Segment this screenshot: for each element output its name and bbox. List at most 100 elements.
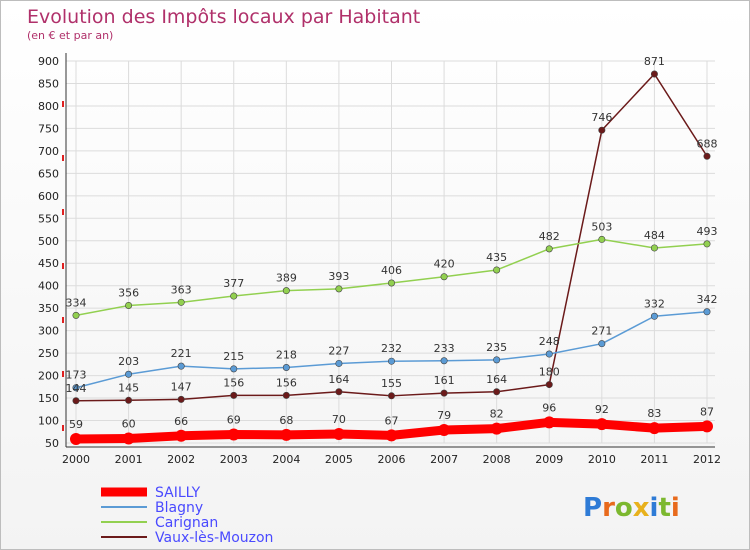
data-label-Vaux-lès-Mouzon-2011: 871 <box>644 55 665 68</box>
data-label-Blagny-2010: 271 <box>591 325 612 338</box>
point-SAILLY-2000 <box>70 432 82 445</box>
data-label-SAILLY-2002: 66 <box>174 415 188 428</box>
y-tick-label-550: 550 <box>38 212 59 225</box>
point-Blagny-2010 <box>598 340 606 348</box>
point-Carignan-2001 <box>125 301 133 309</box>
data-label-SAILLY-2012: 87 <box>700 405 714 418</box>
point-Carignan-2004 <box>282 287 290 295</box>
x-tick-label-2005: 2005 <box>325 453 353 466</box>
point-Blagny-2011 <box>650 312 658 320</box>
data-label-SAILLY-2006: 67 <box>385 414 399 427</box>
data-label-Blagny-2002: 221 <box>171 347 192 360</box>
point-Vaux-lès-Mouzon-2007 <box>440 389 448 397</box>
point-SAILLY-2003 <box>227 428 240 441</box>
point-Vaux-lès-Mouzon-2008 <box>493 388 501 396</box>
x-tick-label-2009: 2009 <box>535 453 563 466</box>
data-label-Vaux-lès-Mouzon-2005: 164 <box>328 373 349 386</box>
data-label-Blagny-2007: 233 <box>434 342 455 355</box>
point-Carignan-2012 <box>703 240 711 248</box>
logo-letter: r <box>602 493 615 523</box>
point-Vaux-lès-Mouzon-2009 <box>545 381 553 389</box>
point-Blagny-2003 <box>230 365 238 373</box>
point-SAILLY-2009 <box>543 416 556 429</box>
data-label-Vaux-lès-Mouzon-2010: 746 <box>591 111 612 124</box>
point-Blagny-2006 <box>387 357 395 365</box>
y-tick-label-200: 200 <box>38 370 59 383</box>
point-Carignan-2006 <box>387 279 395 287</box>
point-Vaux-lès-Mouzon-2000 <box>72 397 80 405</box>
data-label-Vaux-lès-Mouzon-2000: 144 <box>66 382 87 395</box>
x-tick-label-2008: 2008 <box>483 453 511 466</box>
data-label-Vaux-lès-Mouzon-2001: 145 <box>118 381 139 394</box>
point-Vaux-lès-Mouzon-2003 <box>230 391 238 399</box>
data-label-SAILLY-2011: 83 <box>647 407 661 420</box>
x-tick-label-2000: 2000 <box>62 453 90 466</box>
point-Carignan-2011 <box>650 244 658 252</box>
legend-label-Carignan: Carignan <box>155 515 218 531</box>
point-SAILLY-2011 <box>648 422 661 435</box>
point-Vaux-lès-Mouzon-2012 <box>703 152 711 160</box>
point-Vaux-lès-Mouzon-2010 <box>598 126 606 134</box>
axes: 50 100 150 200 250 300 350 400 450 500 550 600 650 70… <box>38 53 721 466</box>
legend-label-Vaux-lès-Mouzon: Vaux-lès-Mouzon <box>155 530 273 546</box>
y-tick-label-100: 100 <box>38 415 59 428</box>
y-tick-label-750: 750 <box>38 122 59 135</box>
data-label-Carignan-2002: 363 <box>171 283 192 296</box>
logo-letter: o <box>615 493 633 523</box>
point-SAILLY-2012 <box>701 420 713 433</box>
data-label-Carignan-2007: 420 <box>434 258 455 271</box>
x-tick-label-2006: 2006 <box>378 453 406 466</box>
data-label-Carignan-2011: 484 <box>644 229 665 242</box>
data-label-Blagny-2006: 232 <box>381 342 402 355</box>
point-Vaux-lès-Mouzon-2006 <box>387 392 395 400</box>
data-label-Vaux-lès-Mouzon-2004: 156 <box>276 376 297 389</box>
data-label-SAILLY-2005: 70 <box>332 413 346 426</box>
point-Blagny-2009 <box>545 350 553 358</box>
y-tick-label-350: 350 <box>38 302 59 315</box>
y-tick-label-850: 850 <box>38 77 59 90</box>
y-tick-label-300: 300 <box>38 325 59 338</box>
data-label-Carignan-2010: 503 <box>591 220 612 233</box>
data-label-Carignan-2003: 377 <box>223 277 244 290</box>
point-SAILLY-2002 <box>175 429 188 442</box>
point-Carignan-2008 <box>493 266 501 274</box>
data-label-SAILLY-2010: 92 <box>595 403 609 416</box>
y-tick-label-250: 250 <box>38 347 59 360</box>
point-Vaux-lès-Mouzon-2011 <box>650 70 658 78</box>
point-Carignan-2005 <box>335 285 343 293</box>
data-label-Blagny-2011: 332 <box>644 297 665 310</box>
data-label-Vaux-lès-Mouzon-2003: 156 <box>223 376 244 389</box>
point-Blagny-2008 <box>493 356 501 364</box>
y-tick-label-800: 800 <box>38 100 59 113</box>
series <box>70 70 713 445</box>
data-labels: 59 60 66 69 68 70 67 79 82 96 92 83 87 173 203 221 215 21… <box>66 55 718 431</box>
data-label-SAILLY-2000: 59 <box>69 418 83 431</box>
data-label-Carignan-2012: 493 <box>697 225 718 238</box>
point-Blagny-2007 <box>440 357 448 365</box>
logo-letter: i <box>650 493 659 523</box>
y-tick-label-150: 150 <box>38 392 59 405</box>
data-label-Blagny-2005: 227 <box>328 344 349 357</box>
point-Carignan-2003 <box>230 292 238 300</box>
data-label-SAILLY-2001: 60 <box>122 418 136 431</box>
y-tick-label-50: 50 <box>45 437 59 450</box>
logo-letter: i <box>671 493 680 523</box>
data-label-Vaux-lès-Mouzon-2009: 180 <box>539 366 560 379</box>
point-Vaux-lès-Mouzon-2005 <box>335 388 343 396</box>
point-Carignan-2009 <box>545 245 553 253</box>
point-Carignan-2000 <box>72 311 80 319</box>
data-label-SAILLY-2009: 96 <box>542 401 556 414</box>
data-label-Blagny-2001: 203 <box>118 355 139 368</box>
y-tick-label-600: 600 <box>38 190 59 203</box>
point-Blagny-2002 <box>177 362 185 370</box>
legend-label-SAILLY: SAILLY <box>155 485 201 501</box>
x-tick-label-2002: 2002 <box>167 453 195 466</box>
data-label-Carignan-2009: 482 <box>539 230 560 243</box>
x-tick-label-2003: 2003 <box>220 453 248 466</box>
point-Blagny-2001 <box>125 370 133 378</box>
point-Blagny-2012 <box>703 308 711 316</box>
legend-label-Blagny: Blagny <box>155 500 203 516</box>
